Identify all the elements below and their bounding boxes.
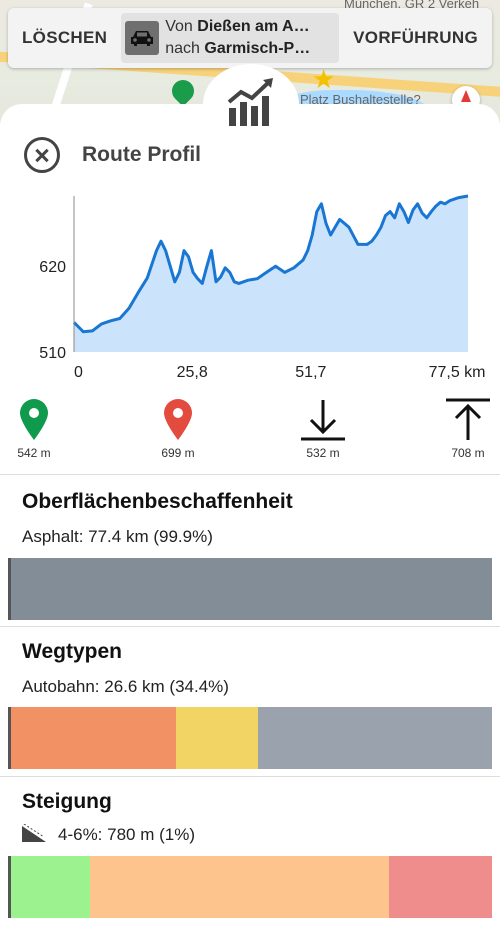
divider: [0, 626, 500, 627]
slope-summary: 4-6%: 780 m (1%): [58, 825, 195, 844]
surface-title: Oberflächenbeschaffenheit: [22, 490, 293, 513]
route-from-prefix: Von: [165, 18, 193, 35]
chart-trend-icon: [227, 78, 273, 126]
min-elevation-value: 532 m: [306, 446, 340, 460]
surface-bar[interactable]: [8, 558, 492, 620]
x-tick-label: 0: [74, 364, 83, 381]
x-tick-label: 25,8: [177, 364, 208, 381]
waytypes-summary: Autobahn: 26.6 km (34.4%): [22, 677, 229, 696]
route-summary-text: Von Dießen am A… nach Garmisch-P…: [165, 16, 310, 60]
x-tick-label: 51,7: [295, 364, 326, 381]
bar-segment[interactable]: [90, 856, 389, 918]
elevation-area: [74, 196, 468, 352]
page-title: Route Profil: [82, 143, 201, 166]
slope-down-icon: [22, 824, 46, 842]
sheet-header: Route Profil: [24, 134, 201, 176]
min-elevation: 532 m: [283, 396, 363, 460]
route-from: Dießen am A…: [197, 18, 310, 35]
route-to-prefix: nach: [165, 40, 200, 57]
map-label: Platz Bushaltestelle?: [300, 92, 421, 107]
elevation-line: [72, 194, 469, 334]
favorite-star-icon[interactable]: ★: [312, 64, 336, 94]
clear-button[interactable]: LÖSCHEN: [22, 28, 108, 47]
y-tick-label: 510: [39, 345, 66, 362]
chart-tab[interactable]: [203, 64, 299, 144]
y-tick-label: 620: [39, 259, 66, 276]
max-elevation-value: 708 m: [451, 446, 485, 460]
elevation-chart[interactable]: 620 510 0 25,8 51,7 77,5 km: [0, 190, 500, 390]
start-elevation-value: 542 m: [17, 446, 51, 460]
min-elevation-icon: [301, 400, 345, 441]
bar-segment[interactable]: [176, 707, 259, 769]
bar-segment[interactable]: [11, 707, 177, 769]
start-pin-icon: [20, 399, 48, 440]
map-label: München, GR 2 Verkeh: [344, 0, 480, 11]
elevation-stats: 542 m 699 m 532 m 708 m: [0, 396, 500, 466]
slope-bar[interactable]: [8, 856, 492, 918]
route-to: Garmisch-P…: [204, 40, 311, 57]
waytypes-bar[interactable]: [8, 707, 492, 769]
close-icon[interactable]: [24, 137, 60, 173]
max-elevation-icon: [446, 398, 490, 440]
bar-segment[interactable]: [258, 707, 492, 769]
bar-segment[interactable]: [11, 856, 91, 918]
waytypes-title: Wegtypen: [22, 640, 122, 663]
demo-button[interactable]: VORFÜHRUNG: [353, 28, 478, 47]
slope-title: Steigung: [22, 790, 112, 813]
destination-elevation-value: 699 m: [161, 446, 195, 460]
destination-pin-icon: [164, 399, 192, 440]
x-tick-label: 77,5 km: [429, 364, 486, 381]
map-pin-icon[interactable]: [167, 75, 199, 107]
divider: [0, 776, 500, 777]
divider: [0, 474, 500, 475]
max-elevation: 708 m: [428, 396, 500, 460]
bar-segment[interactable]: [388, 856, 492, 918]
bar-segment[interactable]: [11, 558, 492, 620]
route-summary-button[interactable]: Von Dießen am A… nach Garmisch-P…: [121, 13, 340, 63]
surface-summary: Asphalt: 77.4 km (99.9%): [22, 527, 213, 546]
destination-elevation: 699 m: [138, 396, 218, 460]
route-toolbar: LÖSCHEN Von Dießen am A… nach Garmisch-P…: [8, 8, 492, 68]
start-elevation: 542 m: [0, 396, 74, 460]
car-icon: [125, 21, 160, 55]
